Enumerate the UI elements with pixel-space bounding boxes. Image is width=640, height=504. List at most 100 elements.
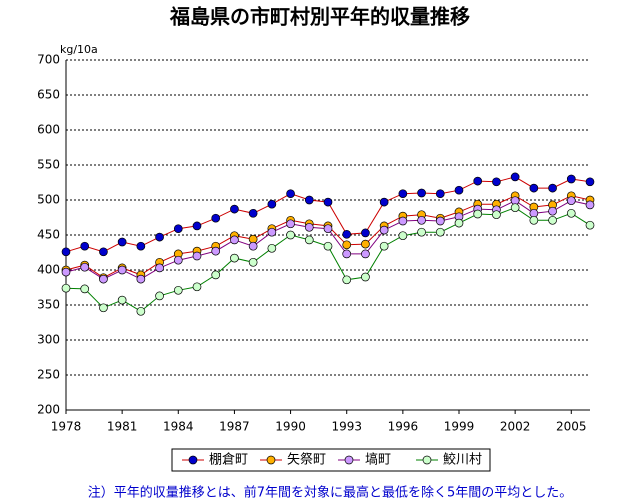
data-point [117, 295, 127, 305]
data-point [173, 224, 183, 234]
data-point [454, 218, 464, 228]
chart-title: 福島県の市町村別平年的収量推移 [169, 5, 470, 29]
series-line [65, 200, 591, 280]
legend-label: 矢祭町 [287, 453, 326, 468]
data-point [510, 203, 520, 213]
data-point [99, 274, 108, 284]
data-point [323, 241, 333, 251]
data-point [361, 249, 370, 259]
data-point [230, 253, 239, 263]
y-tick-label: 650 [37, 88, 60, 102]
data-point [248, 208, 258, 218]
data-point [435, 216, 445, 226]
data-point [99, 303, 108, 313]
x-tick-label: 1987 [219, 420, 250, 434]
data-point [248, 241, 258, 251]
y-tick-label: 700 [37, 53, 60, 67]
data-point [323, 224, 333, 234]
data-point [286, 230, 295, 240]
legend-label: 鮫川村 [443, 453, 482, 468]
data-point [155, 291, 164, 301]
data-point [99, 247, 108, 257]
data-point [61, 267, 71, 277]
data-point [155, 232, 164, 242]
data-point [192, 221, 202, 231]
data-point [136, 274, 146, 284]
data-point [192, 282, 202, 292]
data-point [492, 210, 501, 220]
data-point [80, 262, 90, 272]
data-point [267, 199, 277, 209]
data-point [398, 231, 408, 241]
data-point [529, 215, 539, 225]
data-point [510, 172, 520, 182]
data-point [585, 200, 595, 210]
y-tick-label: 300 [37, 333, 60, 347]
data-point [155, 263, 164, 273]
footnote: 注）平年的収量推移とは、前7年間を対象に最高と最低を除く5年間の平均とした。 [88, 485, 573, 501]
data-point [548, 206, 557, 216]
data-point [323, 197, 333, 207]
data-point [454, 185, 464, 195]
series-line [65, 176, 591, 253]
data-point [286, 219, 295, 229]
data-point [211, 246, 221, 256]
data-point [173, 285, 183, 295]
data-point [304, 235, 314, 245]
data-point [286, 189, 295, 199]
data-point [417, 188, 426, 198]
data-point [566, 196, 576, 206]
data-point [342, 229, 352, 239]
data-point [117, 237, 127, 247]
data-point [192, 251, 202, 261]
data-point [361, 272, 370, 282]
data-point [361, 239, 370, 249]
data-point [473, 176, 483, 186]
data-point [435, 189, 445, 199]
y-tick-label: 600 [37, 123, 60, 137]
y-tick-label: 400 [37, 263, 60, 277]
legend-marker [266, 455, 276, 465]
legend-marker [344, 455, 354, 465]
data-point [230, 235, 239, 245]
data-point [267, 243, 277, 253]
data-point [211, 270, 221, 280]
x-tick-label: 2002 [500, 420, 531, 434]
y-tick-label: 500 [37, 193, 60, 207]
data-point [492, 177, 501, 187]
data-point [248, 257, 258, 267]
data-point [342, 249, 352, 259]
data-point [117, 265, 127, 275]
data-point [80, 241, 90, 251]
data-point [585, 177, 595, 187]
legend-label: 棚倉町 [209, 453, 248, 468]
legend-marker [422, 455, 432, 465]
data-point [548, 215, 557, 225]
data-point [398, 189, 408, 199]
data-point [398, 216, 408, 226]
data-point [361, 228, 370, 238]
data-point [379, 225, 389, 235]
y-tick-label: 250 [37, 368, 60, 382]
data-point [173, 255, 183, 265]
y-tick-label: 450 [37, 228, 60, 242]
y-tick-label: 200 [37, 403, 60, 417]
data-point [230, 204, 239, 214]
data-point [566, 208, 576, 218]
data-point [585, 220, 595, 230]
data-point [379, 197, 389, 207]
data-point [342, 240, 352, 250]
data-point [417, 227, 426, 237]
legend-box [171, 448, 491, 472]
data-point [211, 213, 221, 223]
x-tick-label: 1999 [444, 420, 475, 434]
x-tick-label: 1984 [163, 420, 194, 434]
data-point [566, 174, 576, 184]
x-tick-label: 1993 [331, 420, 362, 434]
legend-label: 塙町 [365, 452, 391, 468]
x-tick-label: 1981 [107, 420, 138, 434]
legend-marker [188, 455, 198, 465]
x-tick-label: 1990 [275, 420, 306, 434]
data-point [379, 241, 389, 251]
